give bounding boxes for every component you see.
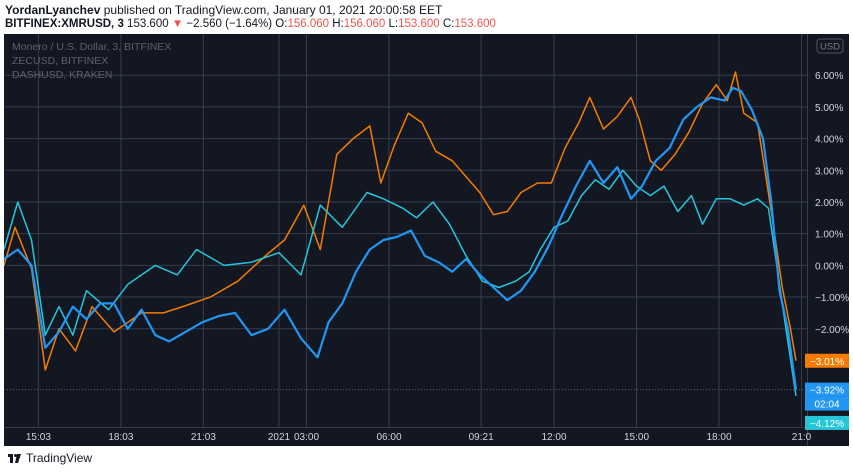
close-label: C: xyxy=(442,18,455,30)
y-tick-label: 5.00% xyxy=(815,103,843,114)
time-badge-label: 02:04 xyxy=(814,400,839,411)
y-tick-label: −1.00% xyxy=(815,293,849,304)
scale-value-badge xyxy=(805,353,849,368)
scale-value-label: −4.12% xyxy=(810,419,844,430)
low-label: L: xyxy=(388,18,399,30)
symbol-name[interactable]: BITFINEX:XMRUSD, 3 xyxy=(5,18,124,30)
x-tick-label: 2021 xyxy=(268,432,291,443)
scale-value-badge xyxy=(805,415,849,430)
x-tick-label: 12:00 xyxy=(541,432,566,443)
publish-info: published on TradingView.com, January 01… xyxy=(103,3,443,17)
x-tick-label: 18:00 xyxy=(706,432,731,443)
chart-background xyxy=(4,34,849,446)
x-tick-label: 15:00 xyxy=(624,432,649,443)
open-value: 156.060 xyxy=(287,18,330,30)
x-tick-label: 18:03 xyxy=(108,432,133,443)
series-line xyxy=(4,86,798,390)
close-value: 153.600 xyxy=(454,18,496,30)
time-scale-border xyxy=(4,427,807,428)
scale-value-label: −3.01% xyxy=(810,357,844,368)
y-tick-label: 2.00% xyxy=(815,198,843,209)
currency-button-label: USD xyxy=(820,42,840,53)
x-tick-label: 21:0 xyxy=(792,432,812,443)
high-label: H: xyxy=(332,18,344,30)
currency-button xyxy=(816,38,844,54)
open-label: O: xyxy=(275,18,288,30)
chart-canvas[interactable]: 6.00% 5.00% 4.00% 3.00% 2.00% 1.00% 0.00% −1.00… xyxy=(4,34,849,446)
high-value: 156.060 xyxy=(343,18,386,30)
x-tick-label: 15:03 xyxy=(26,432,51,443)
low-value: 153.600 xyxy=(398,18,440,30)
author-name[interactable]: YordanLyanchev xyxy=(5,3,101,17)
y-tick-label: 0.00% xyxy=(815,261,843,272)
footer: TradingView xyxy=(8,451,92,465)
scale-value-badge xyxy=(805,382,849,397)
y-tick-label: 1.00% xyxy=(815,230,843,241)
time-badge xyxy=(805,396,849,411)
y-tick-label: 3.00% xyxy=(815,166,843,177)
tradingview-brand[interactable]: TradingView xyxy=(26,451,93,465)
y-tick-label: 6.00% xyxy=(815,71,843,82)
legend-entry: Monero / U.S. Dollar, 3, BITFINEX xyxy=(12,41,171,53)
publisher-line: YordanLyanchev published on TradingView.… xyxy=(5,3,442,17)
x-tick-label: 21:03 xyxy=(191,432,216,443)
tradingview-logo-icon xyxy=(8,453,21,463)
symbol-info-line: BITFINEX:XMRUSD, 3 153.600 ▼ −2.560 (−1.… xyxy=(5,18,496,30)
legend-entry: ZECUSD, BITFINEX xyxy=(12,55,108,67)
x-tick-label: 06:00 xyxy=(376,432,401,443)
price-change: −2.560 (−1.64%) xyxy=(186,18,273,30)
scale-value-label: −3.92% xyxy=(810,386,844,397)
y-tick-label: 4.00% xyxy=(815,135,843,146)
down-arrow-icon: ▼ xyxy=(171,18,184,30)
x-tick-label: 03:00 xyxy=(294,432,319,443)
y-tick-label: −2.00% xyxy=(815,325,849,336)
legend-entry: DASHUSD, KRAKEN xyxy=(12,69,112,81)
last-price: 153.600 xyxy=(127,18,169,30)
x-tick-label: 09:21 xyxy=(469,432,494,443)
price-scale-border xyxy=(807,34,808,446)
